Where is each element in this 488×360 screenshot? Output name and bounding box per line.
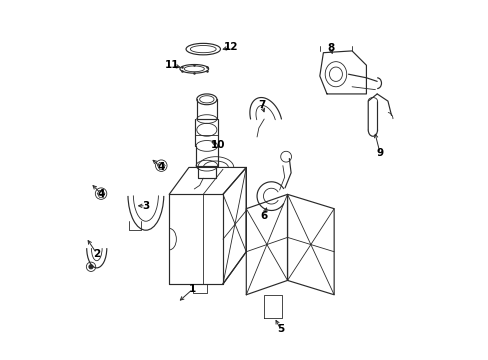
Text: 5: 5 <box>276 324 284 334</box>
Text: 2: 2 <box>93 248 100 258</box>
Text: 6: 6 <box>260 211 267 221</box>
Text: 8: 8 <box>326 43 333 53</box>
Text: 3: 3 <box>142 201 149 211</box>
Text: 9: 9 <box>376 148 383 158</box>
Circle shape <box>89 265 93 269</box>
Text: 10: 10 <box>211 140 225 150</box>
Circle shape <box>99 192 103 195</box>
Text: 12: 12 <box>223 42 238 52</box>
Text: 4: 4 <box>97 189 104 199</box>
Text: 7: 7 <box>258 100 265 110</box>
Circle shape <box>159 164 163 168</box>
Text: 1: 1 <box>188 284 196 294</box>
Text: 11: 11 <box>164 60 179 70</box>
Text: 4: 4 <box>157 162 164 172</box>
